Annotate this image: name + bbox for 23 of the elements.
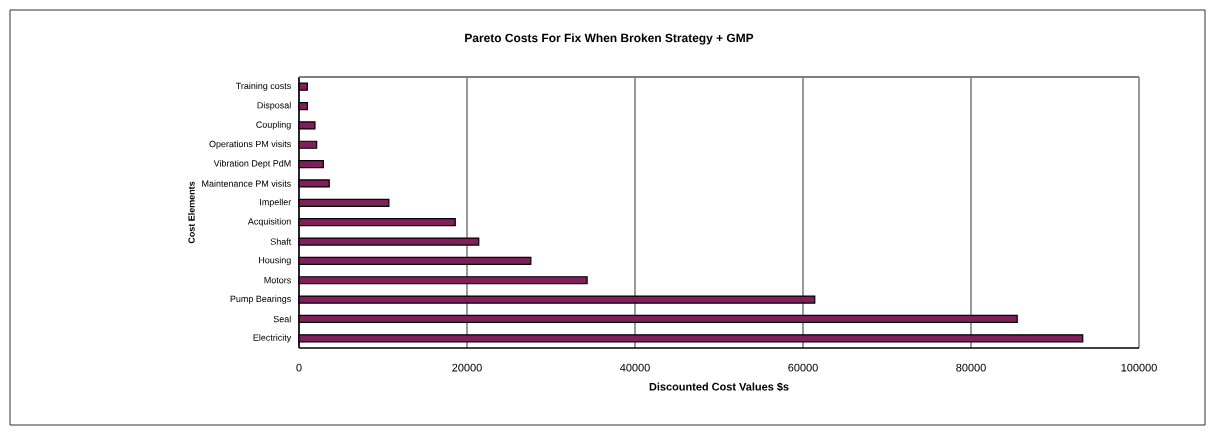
x-tick-label: 80000 bbox=[956, 363, 986, 372]
y-tick-label: Acquisition bbox=[247, 218, 291, 227]
y-tick-label: Operations PM visits bbox=[209, 140, 291, 149]
chart-title: Pareto Costs For Fix When Broken Strategy + GMP bbox=[465, 33, 754, 45]
x-tick-label: 20000 bbox=[452, 363, 482, 372]
x-tick-label: 100000 bbox=[1121, 363, 1157, 372]
y-tick-label: Housing bbox=[259, 256, 291, 266]
x-axis-title: Discounted Cost Values $s bbox=[649, 382, 789, 392]
y-tick-label: Seal bbox=[273, 315, 291, 323]
y-tick-label: Shaft bbox=[270, 238, 292, 245]
y-tick-label: Maintenance PM visits bbox=[202, 180, 291, 187]
y-tick-label: Vibration Dept PdM bbox=[213, 159, 291, 169]
y-tick-label: Pump Bearings bbox=[230, 295, 291, 304]
y-tick-label: Training costs bbox=[235, 82, 291, 91]
y-tick-label: Impeller bbox=[260, 198, 292, 207]
y-tick-label: Coupling bbox=[256, 121, 291, 130]
x-tick-label: 0 bbox=[296, 363, 302, 372]
y-tick-label: Electricity bbox=[253, 334, 292, 343]
x-tick-label: 40000 bbox=[620, 363, 650, 372]
y-tick-label: Disposal bbox=[257, 101, 291, 111]
y-axis-title: Cost Elements bbox=[188, 181, 195, 244]
y-tick-label: Motors bbox=[264, 277, 291, 284]
x-tick-label: 60000 bbox=[788, 363, 818, 372]
